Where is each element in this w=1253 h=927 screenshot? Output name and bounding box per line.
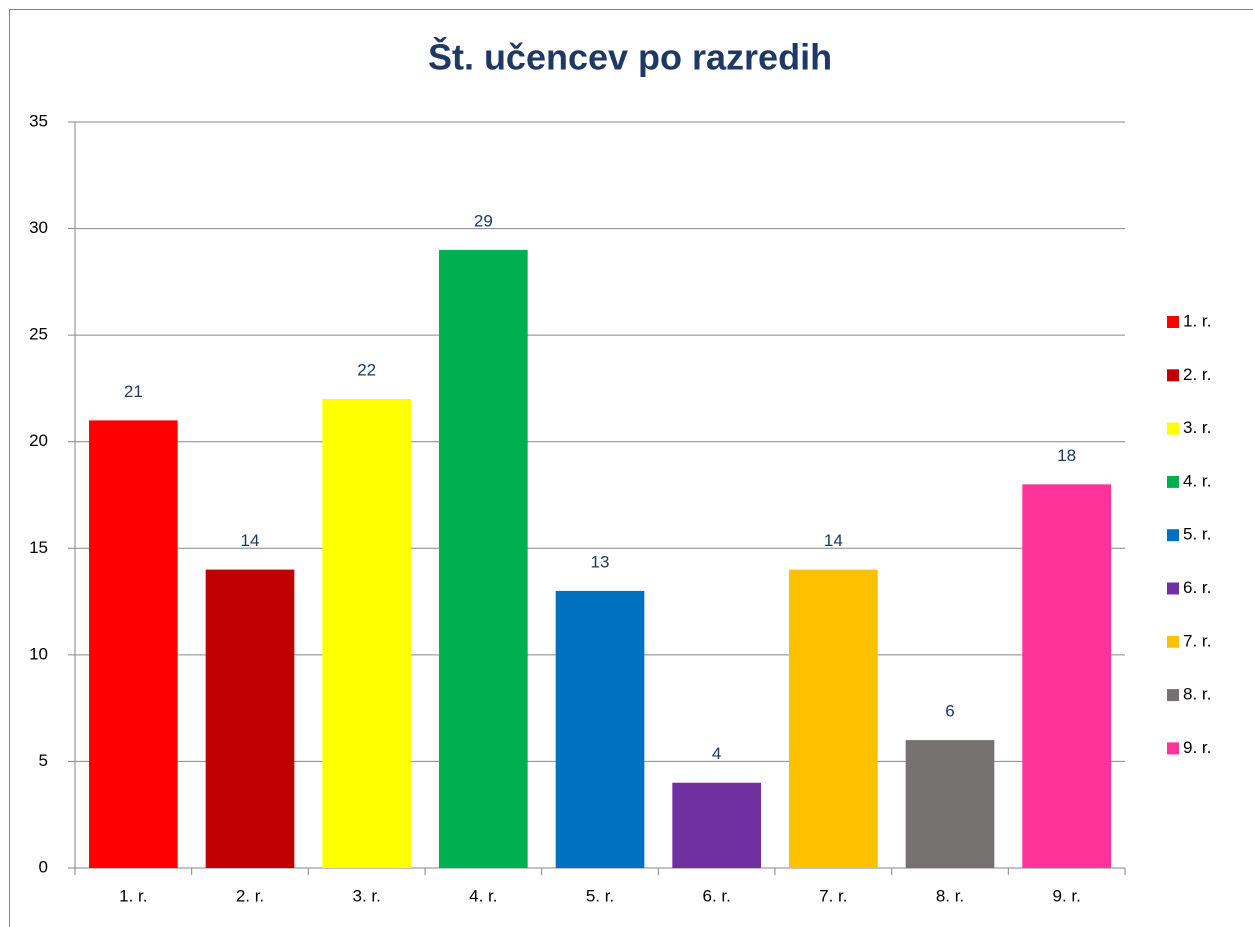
y-tick-label: 20: [29, 431, 48, 450]
chart-border: [9, 9, 1253, 927]
legend-swatch: [1167, 742, 1179, 755]
y-tick-label: 0: [39, 857, 48, 876]
x-tick-label: 3. r.: [352, 886, 380, 905]
x-tick-label: 1. r.: [119, 886, 147, 905]
bar: [1022, 484, 1111, 868]
bar: [905, 740, 995, 868]
y-tick-label: 35: [29, 111, 48, 130]
x-tick-label: 7. r.: [819, 886, 847, 905]
y-tick-label: 25: [29, 325, 48, 344]
chart-title: Št. učencev po razredih: [428, 36, 832, 78]
x-tick-label: 8. r.: [936, 886, 964, 905]
legend-label: 8. r.: [1183, 685, 1211, 704]
bar: [789, 569, 878, 868]
data-label: 22: [357, 361, 376, 380]
x-tick-label: 6. r.: [702, 886, 730, 905]
y-tick-label: 10: [29, 644, 48, 663]
legend-swatch: [1167, 316, 1179, 328]
data-label: 29: [474, 211, 493, 230]
legend-swatch: [1167, 475, 1179, 488]
legend-swatch: [1167, 422, 1179, 435]
legend-label: 1. r.: [1183, 311, 1211, 330]
x-tick-label: 4. r.: [469, 886, 497, 905]
data-label: 13: [591, 552, 610, 571]
bar: [205, 569, 295, 868]
bar: [89, 420, 178, 868]
data-label: 14: [241, 531, 260, 550]
legend-label: 2. r.: [1183, 365, 1211, 384]
data-label: 21: [124, 382, 143, 401]
legend-label: 3. r.: [1183, 418, 1211, 437]
data-label: 6: [945, 702, 954, 721]
legend-label: 4. r.: [1183, 471, 1211, 490]
data-label: 18: [1057, 446, 1076, 465]
legend-label: 5. r.: [1183, 525, 1211, 544]
bar: [555, 590, 645, 868]
x-tick-label: 5. r.: [586, 886, 614, 905]
data-label: 4: [712, 744, 721, 763]
legend-label: 6. r.: [1183, 578, 1211, 597]
x-tick-label: 2. r.: [236, 886, 264, 905]
y-tick-label: 30: [29, 218, 48, 237]
bar: [322, 399, 411, 868]
legend-swatch: [1167, 689, 1179, 702]
bar: [672, 782, 761, 868]
legend-swatch: [1167, 582, 1179, 595]
bar: [439, 249, 528, 868]
legend-label: 7. r.: [1183, 631, 1211, 650]
legend-label: 9. r.: [1183, 738, 1211, 757]
data-label: 14: [824, 531, 843, 550]
y-tick-label: 15: [29, 538, 48, 557]
legend-swatch: [1167, 529, 1179, 542]
legend-swatch: [1167, 369, 1179, 382]
y-tick-label: 5: [39, 751, 48, 770]
legend-swatch: [1167, 635, 1179, 648]
x-tick-label: 9. r.: [1052, 886, 1080, 905]
